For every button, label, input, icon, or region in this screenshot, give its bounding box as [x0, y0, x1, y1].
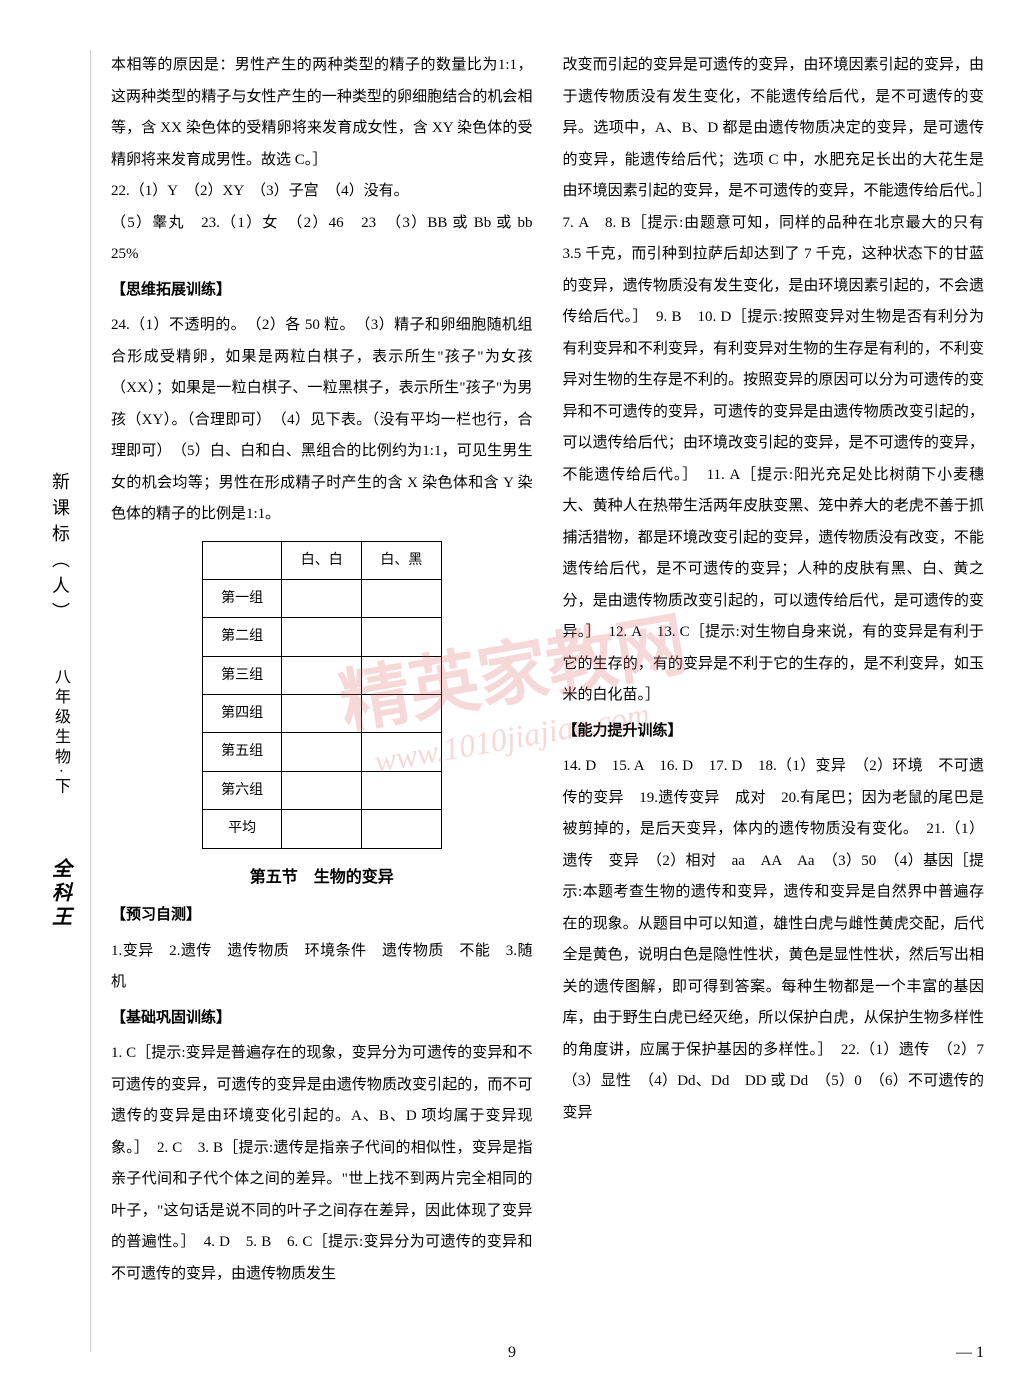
- page-corner: — 1: [956, 1344, 984, 1362]
- table-row: 第四组: [202, 695, 441, 733]
- table-cell: 白、白: [282, 541, 362, 579]
- table-row: 第二组: [202, 618, 441, 656]
- table-cell: 第一组: [202, 579, 282, 617]
- table-cell: [202, 541, 282, 579]
- section-heading: 【基础巩固训练】: [111, 1003, 533, 1035]
- curriculum-label: 新课标（人）: [47, 472, 73, 628]
- paragraph-text: 本相等的原因是：男性产生的两种类型的精子的数量比为1:1，这两种类型的精子与女性…: [111, 50, 533, 176]
- right-column: 改变而引起的变异是可遗传的变异，由环境因素引起的变异，由于遗传物质没有发生变化，…: [563, 50, 985, 1352]
- answer-text: 1.变异 2.遗传 遗传物质 环境条件 遗传物质 不能 3.随机: [111, 936, 533, 999]
- data-table: 白、白 白、黑 第一组 第二组 第三组 第四组: [202, 541, 442, 849]
- answer-text: 24.（1）不透明的。 （2）各 50 粒。 （3）精子和卵细胞随机组合形成受精…: [111, 310, 533, 531]
- answer-text: 22.（1）Y （2）XY （3）子宫 （4）没有。: [111, 176, 533, 208]
- subject-label: 八年级生物·下: [48, 668, 72, 797]
- table-row: 第五组: [202, 733, 441, 771]
- table-row: 第六组: [202, 771, 441, 809]
- table-cell: 第二组: [202, 618, 282, 656]
- answer-text: （5）睾丸 23.（1）女 （2）46 23 （3）BB 或 Bb 或 bb 2…: [111, 208, 533, 271]
- table-row: 平均: [202, 810, 441, 848]
- left-column: 本相等的原因是：男性产生的两种类型的精子的数量比为1:1，这两种类型的精子与女性…: [111, 50, 533, 1352]
- brand-label: 全科王: [46, 858, 75, 930]
- table-cell: 第五组: [202, 733, 282, 771]
- table-cell: 第四组: [202, 695, 282, 733]
- table-row: 白、白 白、黑: [202, 541, 441, 579]
- table-cell: 平均: [202, 810, 282, 848]
- table-cell: 第六组: [202, 771, 282, 809]
- answer-text: 14. D 15. A 16. D 17. D 18.（1）变异 （2）环境 不…: [563, 751, 985, 1129]
- table-cell: 第三组: [202, 656, 282, 694]
- page-number: 9: [508, 1344, 516, 1362]
- section-heading: 【思维拓展训练】: [111, 275, 533, 307]
- table-row: 第一组: [202, 579, 441, 617]
- section-title: 第五节 生物的变异: [111, 861, 533, 895]
- answer-text: 1. C［提示:变异是普遍存在的现象，变异分为可遗传的变异和不可遗传的变异，可遗…: [111, 1038, 533, 1290]
- section-heading: 【预习自测】: [111, 900, 533, 932]
- section-heading: 【能力提升训练】: [563, 716, 985, 748]
- paragraph-text: 改变而引起的变异是可遗传的变异，由环境因素引起的变异，由于遗传物质没有发生变化，…: [563, 50, 985, 712]
- table-row: 第三组: [202, 656, 441, 694]
- table-cell: 白、黑: [362, 541, 442, 579]
